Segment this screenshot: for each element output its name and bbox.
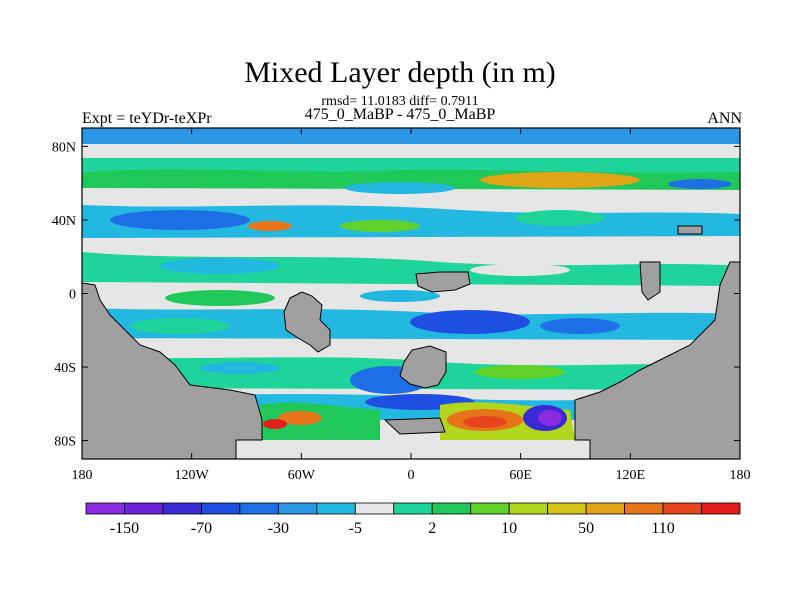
colorbar-label: 10 <box>501 520 517 537</box>
so-red-right <box>463 416 507 428</box>
subtrop-gap <box>82 238 740 258</box>
sh-cyan-patch <box>200 362 280 374</box>
y-tick-label: 80N <box>52 140 76 155</box>
colorbar-swatch <box>393 502 433 515</box>
colorbar-label: -30 <box>268 520 289 537</box>
colorbar-swatch <box>124 502 164 515</box>
mid-lat-lime <box>340 220 420 232</box>
field-layer <box>82 128 740 440</box>
colorbar-swatch <box>624 502 664 515</box>
chart-title: Mixed Layer depth (in m) <box>244 56 556 89</box>
x-tick-label: 120E <box>616 468 646 483</box>
colorbar-label: -70 <box>191 520 212 537</box>
colorbar-label: 2 <box>428 520 436 537</box>
mid-lat-orange <box>248 221 292 231</box>
y-axis: 80N 40N 0 40S 80S <box>52 140 740 450</box>
x-tick-label: 60W <box>288 468 316 483</box>
colorbar-swatch <box>201 502 241 515</box>
land-landmass-4 <box>639 261 661 301</box>
colorbar: -150 -70 -30 -5 2 10 50 110 <box>85 502 741 537</box>
land-landmass-5 <box>677 225 703 235</box>
land-landmass-2 <box>399 345 447 389</box>
nh-negative-patch <box>668 179 732 189</box>
colorbar-swatch <box>431 502 472 515</box>
plot-area <box>81 127 741 460</box>
eq-green <box>165 290 275 306</box>
land-landmass-1 <box>283 291 331 353</box>
so-red-left <box>263 419 287 429</box>
arctic-gap <box>82 144 740 152</box>
colorbar-swatch <box>585 502 625 515</box>
colorbar-label: 110 <box>651 520 674 537</box>
x-tick-label: 60E <box>509 468 532 483</box>
nh-positive-patch <box>480 172 640 188</box>
y-tick-label: 0 <box>69 288 76 303</box>
colorbar-swatch <box>162 502 202 515</box>
sh-trop-green <box>130 318 230 334</box>
experiment-label: Expt = teYDr-teXPr <box>82 110 212 127</box>
subtrop-cyan <box>160 258 280 274</box>
land-landmass-3 <box>415 271 471 293</box>
so-purple-core <box>538 410 562 426</box>
colorbar-label: -150 <box>110 520 139 537</box>
season-label: ANN <box>707 110 742 127</box>
y-tick-label: 40S <box>54 361 76 376</box>
x-tick-label: 180 <box>72 468 93 483</box>
colorbar-swatch <box>547 502 587 515</box>
so-orange-left <box>278 411 322 425</box>
stats-line: rmsd= 11.0183 diff= 0.7911 <box>321 94 479 109</box>
land-mask <box>81 225 741 460</box>
colorbar-swatch <box>239 502 279 515</box>
sh-lime-patch <box>475 365 565 379</box>
eq-cyan <box>360 290 440 302</box>
land-australia-east <box>574 261 741 460</box>
colorbar-swatch <box>470 502 510 515</box>
colorbar-swatch <box>85 502 125 515</box>
sh-trop-blue <box>410 310 530 334</box>
land-landmass-6 <box>383 417 446 435</box>
colorbar-label: -5 <box>349 520 362 537</box>
mid-lat-green <box>515 210 605 226</box>
land-south-america-west <box>81 282 263 460</box>
colorbar-swatch <box>277 502 318 515</box>
colorbar-swatch <box>316 502 356 515</box>
arctic-band <box>82 128 740 144</box>
colorbar-swatch <box>508 502 549 515</box>
sh-trop-blue-2 <box>540 318 620 334</box>
y-tick-label: 40N <box>52 214 76 229</box>
subtrop-neutral <box>470 264 570 276</box>
y-tick-label: 80S <box>54 435 76 450</box>
x-tick-label: 120W <box>175 468 210 483</box>
colorbar-swatch <box>701 502 741 515</box>
chart-subtitle: 475_0_MaBP - 475_0_MaBP <box>304 106 496 123</box>
x-axis: 180 120W 60W 0 60E 120E 180 <box>72 128 751 483</box>
mid-lat-blue-1 <box>110 210 250 230</box>
colorbar-label: 50 <box>578 520 594 537</box>
x-tick-label: 0 <box>408 468 415 483</box>
nh-cyan-patch <box>345 182 455 194</box>
colorbar-swatch <box>354 502 395 515</box>
x-tick-label: 180 <box>730 468 751 483</box>
colorbar-swatch <box>662 502 702 515</box>
